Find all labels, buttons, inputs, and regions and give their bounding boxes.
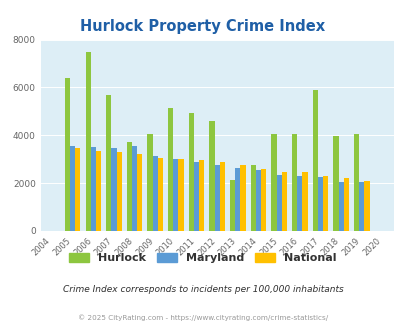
Bar xyxy=(111,148,116,231)
Bar xyxy=(209,121,214,231)
Bar xyxy=(250,165,255,231)
Bar xyxy=(276,175,281,231)
Bar xyxy=(296,176,302,231)
Bar xyxy=(85,51,90,231)
Bar xyxy=(96,151,101,231)
Bar xyxy=(194,162,198,231)
Bar xyxy=(168,108,173,231)
Bar xyxy=(364,181,369,231)
Bar xyxy=(152,156,158,231)
Bar xyxy=(214,165,219,231)
Bar xyxy=(126,143,132,231)
Bar xyxy=(260,169,266,231)
Bar xyxy=(317,177,322,231)
Bar xyxy=(147,134,152,231)
Bar xyxy=(333,137,338,231)
Text: © 2025 CityRating.com - https://www.cityrating.com/crime-statistics/: © 2025 CityRating.com - https://www.city… xyxy=(78,314,327,321)
Bar xyxy=(235,168,240,231)
Bar xyxy=(132,146,137,231)
Bar xyxy=(343,178,348,231)
Bar xyxy=(312,90,317,231)
Bar xyxy=(281,172,286,231)
Bar xyxy=(137,154,142,231)
Bar xyxy=(353,134,358,231)
Bar xyxy=(65,78,70,231)
Bar xyxy=(106,95,111,231)
Bar xyxy=(188,113,194,231)
Bar xyxy=(358,182,364,231)
Legend: Hurlock, Maryland, National: Hurlock, Maryland, National xyxy=(64,248,341,268)
Bar xyxy=(219,162,224,231)
Bar xyxy=(116,152,121,231)
Bar xyxy=(75,148,80,231)
Bar xyxy=(322,176,327,231)
Bar xyxy=(158,158,162,231)
Bar xyxy=(240,165,245,231)
Bar xyxy=(90,147,96,231)
Bar xyxy=(338,182,343,231)
Bar xyxy=(271,134,276,231)
Bar xyxy=(198,160,204,231)
Bar xyxy=(230,180,235,231)
Bar xyxy=(178,159,183,231)
Bar xyxy=(291,134,296,231)
Bar xyxy=(255,170,260,231)
Bar xyxy=(173,159,178,231)
Text: Crime Index corresponds to incidents per 100,000 inhabitants: Crime Index corresponds to incidents per… xyxy=(62,285,343,294)
Bar xyxy=(302,172,307,231)
Text: Hurlock Property Crime Index: Hurlock Property Crime Index xyxy=(80,19,325,34)
Bar xyxy=(70,146,75,231)
